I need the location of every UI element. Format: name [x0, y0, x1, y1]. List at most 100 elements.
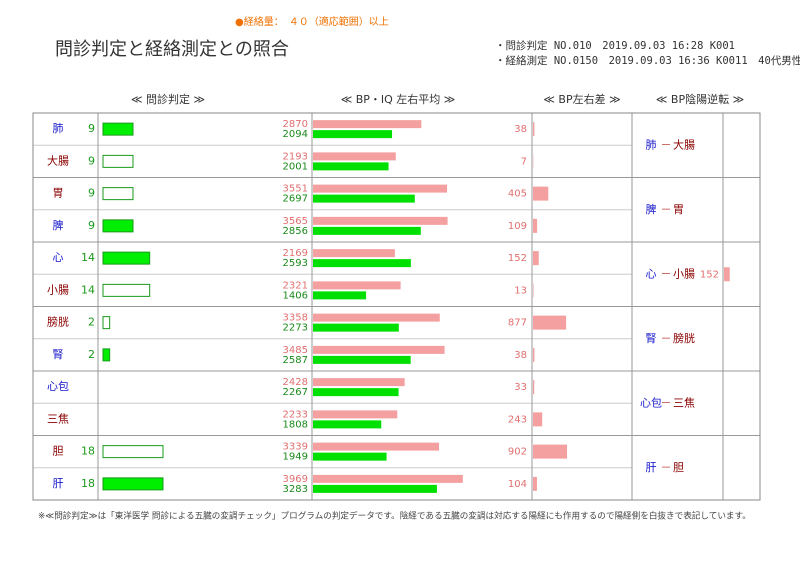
score-bar: [102, 316, 111, 330]
bp-label: 3565: [283, 216, 308, 227]
iq-label: 3283: [283, 484, 308, 495]
pair-yang: 胃: [673, 203, 684, 216]
organ-name: 膀胱: [47, 315, 69, 329]
footnote: ※≪問診判定≫は「東洋医学 問診による五臓の変調チェック」プログラムの判定データ…: [38, 510, 751, 522]
bp-label: 3485: [283, 345, 308, 356]
iq-bar: [313, 323, 399, 332]
score-bar: [102, 283, 151, 297]
info: ・経絡測定 NO.0150 2019.09.03 16:36 K0011 40代…: [495, 54, 800, 67]
iq-label: 2267: [283, 387, 308, 398]
bp-bar: [313, 152, 396, 161]
iq-label: 1949: [283, 452, 308, 463]
score-label: 2: [88, 348, 95, 361]
iq-label: 1406: [283, 290, 308, 301]
iq-bar: [313, 162, 389, 171]
diff-bar: [533, 476, 537, 491]
bp-label: 2870: [283, 119, 308, 130]
bp-label: 2193: [283, 151, 308, 162]
note: ●経絡量： ４０（適応範囲）以上: [235, 15, 389, 28]
bp-label: 3551: [283, 184, 308, 195]
bp-bar: [313, 184, 448, 193]
bp-bar: [313, 216, 448, 225]
bp-bar: [313, 378, 405, 387]
diff-bar: [533, 444, 568, 459]
diff-label: 877: [508, 318, 527, 329]
score-bar: [102, 348, 111, 362]
score-bar: [102, 122, 134, 136]
diff-label: 104: [508, 479, 527, 490]
pair-yang: 三焦: [673, 396, 695, 409]
organ-name: 小腸: [47, 283, 69, 296]
pair-dash: －: [661, 203, 672, 216]
score-bar: [102, 187, 134, 201]
pair-dash: －: [661, 461, 672, 474]
iq-bar: [313, 452, 387, 461]
organ-name: 腎: [53, 348, 64, 361]
score-bar: [102, 219, 134, 233]
organ-name: 肝: [53, 477, 64, 490]
diff-label: 13: [514, 285, 527, 296]
pair-dash: －: [661, 138, 672, 151]
score-label: 9: [88, 187, 95, 200]
iq-label: 2273: [283, 323, 308, 334]
bp-bar: [313, 442, 440, 451]
bp-bar: [313, 410, 398, 419]
score-label: 2: [88, 316, 95, 329]
column-header: ≪ BP陰陽逆転 ≫: [656, 92, 744, 106]
bp-bar: [313, 313, 440, 322]
diff-label: 243: [508, 414, 527, 425]
score-bar: [102, 251, 151, 265]
bp-label: 3358: [283, 313, 308, 324]
pair-yin: 脾: [646, 202, 657, 216]
diff-label: 38: [514, 124, 527, 135]
diff-bar: [533, 218, 538, 233]
pair-yin: 肝: [646, 461, 657, 474]
iq-bar: [313, 226, 421, 235]
title: 問診判定と経絡測定との照合: [55, 39, 289, 60]
organ-name: 大腸: [47, 153, 69, 167]
iq-bar: [313, 388, 399, 397]
iq-label: 2856: [283, 226, 308, 237]
score-label: 18: [81, 445, 95, 458]
diff-label: 7: [521, 156, 527, 167]
pair-yin: 心: [646, 267, 657, 280]
iq-bar: [313, 420, 382, 429]
diff-bar: [533, 347, 535, 362]
pair-yang: 胆: [673, 461, 684, 474]
diff-label: 405: [508, 189, 527, 200]
bp-label: 2321: [283, 280, 308, 291]
score-bar: [102, 477, 164, 491]
diff-label: 152: [508, 253, 527, 264]
table-border: [32, 112, 761, 501]
iq-bar: [313, 130, 393, 139]
iq-bar: [313, 291, 367, 300]
reverse-label: 152: [700, 269, 719, 280]
organ-name: 胆: [53, 445, 64, 458]
score-bar: [102, 445, 164, 459]
organ-name: 心包: [47, 380, 69, 393]
pair-yin: 肺: [646, 138, 657, 151]
info: ・問診判定 NO.010 2019.09.03 16:28 K001: [495, 39, 735, 52]
iq-label: 2697: [283, 194, 308, 205]
score-label: 14: [81, 251, 95, 264]
iq-bar: [313, 355, 411, 364]
score-bar: [102, 154, 134, 168]
pair-yang: 大腸: [673, 137, 695, 151]
diff-label: 109: [508, 221, 527, 232]
diff-bar: [533, 315, 567, 330]
score-label: 9: [88, 122, 95, 135]
pair-dash: －: [661, 396, 672, 409]
bp-label: 2233: [283, 409, 308, 420]
diff-bar: [533, 186, 549, 201]
organ-name: 心: [53, 251, 64, 264]
iq-label: 2593: [283, 258, 308, 269]
reverse-bar: [724, 267, 730, 282]
diff-bar: [533, 122, 535, 137]
bp-bar: [313, 281, 401, 290]
iq-label: 2001: [283, 161, 308, 172]
bp-bar: [313, 120, 422, 129]
bp-label: 3339: [283, 442, 308, 453]
column-header: ≪ 問診判定 ≫: [131, 92, 205, 106]
bp-label: 2428: [283, 377, 308, 388]
